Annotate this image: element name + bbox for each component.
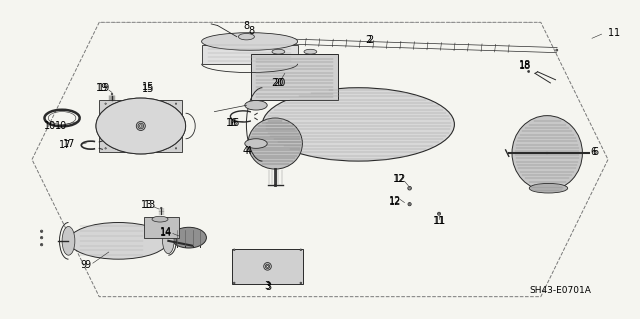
Text: 20: 20 <box>273 78 286 88</box>
Text: 8: 8 <box>243 20 250 31</box>
Bar <box>251 54 338 100</box>
Ellipse shape <box>202 33 298 50</box>
FancyBboxPatch shape <box>99 100 182 152</box>
Ellipse shape <box>239 33 255 40</box>
Text: 13: 13 <box>141 200 154 210</box>
Circle shape <box>300 282 301 284</box>
Text: 18: 18 <box>518 61 531 71</box>
Circle shape <box>161 207 162 209</box>
Text: 19: 19 <box>97 83 110 93</box>
Circle shape <box>105 148 106 149</box>
Text: 14: 14 <box>160 227 173 238</box>
Circle shape <box>138 123 143 129</box>
Circle shape <box>234 249 235 251</box>
Ellipse shape <box>96 98 186 154</box>
Circle shape <box>527 70 530 72</box>
Circle shape <box>556 49 557 51</box>
Text: 12: 12 <box>388 196 401 206</box>
Text: 11: 11 <box>433 216 445 226</box>
Circle shape <box>175 148 177 149</box>
Text: 3: 3 <box>266 282 272 292</box>
Text: 12: 12 <box>394 174 406 184</box>
Circle shape <box>105 103 106 104</box>
Circle shape <box>175 103 177 104</box>
Ellipse shape <box>262 88 454 161</box>
Text: 4: 4 <box>245 145 252 156</box>
Circle shape <box>41 237 42 238</box>
Ellipse shape <box>245 100 268 110</box>
Text: 11: 11 <box>434 216 447 226</box>
Text: 17: 17 <box>59 139 72 150</box>
Text: 10: 10 <box>44 121 56 131</box>
Circle shape <box>40 236 43 239</box>
Text: 9: 9 <box>80 260 86 270</box>
Text: 12: 12 <box>389 197 402 207</box>
Ellipse shape <box>512 116 582 190</box>
Ellipse shape <box>245 139 268 148</box>
Circle shape <box>408 203 412 206</box>
Bar <box>144 217 179 238</box>
Ellipse shape <box>172 227 206 248</box>
Circle shape <box>140 125 142 127</box>
Text: 18: 18 <box>518 60 531 70</box>
Text: 10: 10 <box>54 121 67 131</box>
Circle shape <box>556 49 558 51</box>
Circle shape <box>234 282 235 284</box>
Text: 8: 8 <box>248 26 255 36</box>
Text: 16: 16 <box>226 118 239 128</box>
Circle shape <box>409 187 410 189</box>
Circle shape <box>111 93 113 95</box>
Text: 14: 14 <box>160 227 173 237</box>
Circle shape <box>40 243 43 246</box>
Circle shape <box>528 71 529 72</box>
Ellipse shape <box>152 216 168 222</box>
Text: 6: 6 <box>592 146 598 157</box>
Circle shape <box>136 122 145 130</box>
Text: 9: 9 <box>84 260 90 271</box>
FancyBboxPatch shape <box>202 45 298 64</box>
Circle shape <box>408 186 412 190</box>
Circle shape <box>266 264 269 269</box>
Text: 1: 1 <box>614 28 621 38</box>
Ellipse shape <box>68 223 168 259</box>
Text: 12: 12 <box>393 174 406 184</box>
Circle shape <box>264 263 271 270</box>
Text: 6: 6 <box>591 146 597 157</box>
Ellipse shape <box>62 226 75 255</box>
Ellipse shape <box>163 228 174 254</box>
Circle shape <box>41 231 42 232</box>
Circle shape <box>41 244 42 245</box>
Circle shape <box>409 204 410 205</box>
Text: 1: 1 <box>608 28 614 38</box>
Ellipse shape <box>96 98 186 154</box>
Ellipse shape <box>248 118 303 169</box>
Ellipse shape <box>529 183 568 193</box>
Text: 2: 2 <box>367 35 373 45</box>
Text: 15: 15 <box>142 82 155 93</box>
Ellipse shape <box>304 49 317 54</box>
Text: 4: 4 <box>243 145 249 156</box>
Text: 20: 20 <box>271 78 284 88</box>
Text: 15: 15 <box>142 84 155 94</box>
Text: 13: 13 <box>143 200 156 210</box>
Text: 16: 16 <box>227 118 240 128</box>
Text: 2: 2 <box>365 34 372 45</box>
Text: 3: 3 <box>264 281 271 292</box>
Circle shape <box>266 265 269 267</box>
Text: 19: 19 <box>96 83 109 93</box>
Ellipse shape <box>272 49 285 54</box>
Circle shape <box>438 213 440 214</box>
Text: SH43-E0701A: SH43-E0701A <box>529 286 591 295</box>
Circle shape <box>438 212 440 215</box>
Circle shape <box>40 230 43 233</box>
Circle shape <box>300 249 301 251</box>
Bar <box>232 249 303 284</box>
Text: 17: 17 <box>63 139 76 149</box>
